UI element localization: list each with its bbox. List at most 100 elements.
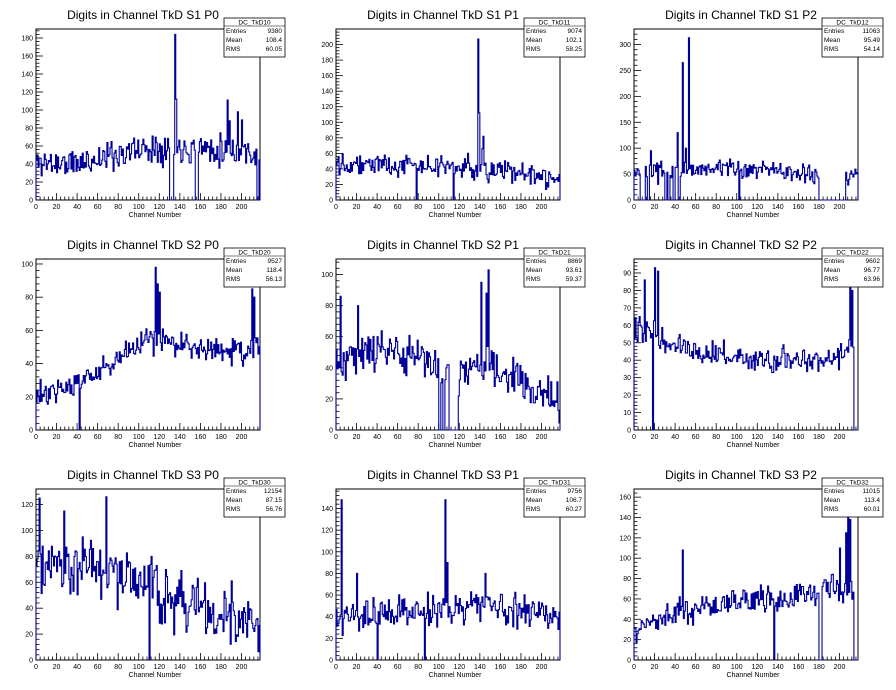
x-tick-label: 160 bbox=[495, 664, 507, 671]
stats-mean-label: Mean bbox=[526, 37, 543, 44]
histogram-panel: Digits in Channel TkD S2 P0 0 20 40 60 80 100 0… bbox=[21, 238, 286, 449]
x-tick-label: 200 bbox=[236, 204, 248, 211]
stats-box-frame bbox=[523, 477, 586, 518]
histogram-line bbox=[633, 37, 859, 201]
stats-entries-label: Entries bbox=[526, 258, 547, 265]
x-tick-label: 140 bbox=[474, 434, 486, 441]
y-tick-label: 200 bbox=[321, 42, 333, 49]
y-tick-label: 120 bbox=[619, 535, 631, 542]
plot-frame bbox=[335, 258, 561, 431]
x-tick-label: 100 bbox=[133, 664, 145, 671]
y-tick-label: 0 bbox=[627, 428, 631, 435]
x-tick-label: 180 bbox=[813, 664, 825, 671]
histogram-line bbox=[335, 38, 561, 201]
y-tick-label: 50 bbox=[623, 340, 631, 347]
x-tick-label: 80 bbox=[414, 664, 422, 671]
x-axis-label: Channel Number bbox=[129, 672, 183, 679]
x-tick-label: 40 bbox=[671, 664, 679, 671]
x-tick-label: 180 bbox=[813, 434, 825, 441]
y-tick-label: 200 bbox=[619, 94, 631, 101]
x-tick-label: 20 bbox=[651, 664, 659, 671]
x-tick-label: 180 bbox=[215, 204, 227, 211]
x-tick-label: 20 bbox=[651, 204, 659, 211]
y-tick-label: 20 bbox=[325, 636, 333, 643]
x-tick-label: 100 bbox=[133, 204, 145, 211]
x-tick-label: 0 bbox=[334, 664, 338, 671]
x-tick-label: 140 bbox=[772, 664, 784, 671]
y-tick-label: 100 bbox=[619, 146, 631, 153]
x-tick-label: 180 bbox=[515, 204, 527, 211]
stats-rms-value: 59.37 bbox=[566, 276, 583, 283]
x-axis-label: Channel Number bbox=[129, 442, 183, 449]
y-tick-label: 100 bbox=[321, 120, 333, 127]
stats-box-frame bbox=[523, 17, 586, 58]
histogram-line bbox=[35, 496, 261, 661]
x-tick-label: 40 bbox=[373, 204, 381, 211]
stats-entries-label: Entries bbox=[226, 258, 247, 265]
x-tick-label: 200 bbox=[536, 434, 548, 441]
x-tick-label: 120 bbox=[453, 204, 465, 211]
y-tick-label: 40 bbox=[25, 606, 33, 613]
y-tick-label: 100 bbox=[321, 549, 333, 556]
stats-rms-label: RMS bbox=[824, 506, 839, 513]
x-tick-label: 80 bbox=[114, 664, 122, 671]
stats-name: DC_TkD12 bbox=[836, 20, 869, 27]
y-tick-label: 10 bbox=[623, 410, 631, 417]
histogram-panel: Digits in Channel TkD S3 P0 0 20 40 60 80 100 1… bbox=[21, 468, 286, 679]
x-tick-label: 140 bbox=[474, 664, 486, 671]
y-tick-label: 0 bbox=[627, 198, 631, 205]
y-tick-label: 20 bbox=[325, 182, 333, 189]
x-tick-label: 100 bbox=[731, 204, 743, 211]
stats-rms-value: 60.05 bbox=[266, 46, 283, 53]
x-tick-label: 120 bbox=[153, 664, 165, 671]
y-tick-label: 60 bbox=[325, 151, 333, 158]
stats-entries-value: 8869 bbox=[568, 258, 583, 265]
plot-frame bbox=[335, 28, 561, 201]
y-tick-label: 100 bbox=[321, 272, 333, 279]
y-tick-label: 150 bbox=[619, 120, 631, 127]
stats-mean-value: 96.77 bbox=[864, 267, 881, 274]
stats-entries-label: Entries bbox=[824, 258, 845, 265]
y-tick-label: 40 bbox=[325, 614, 333, 621]
x-tick-label: 120 bbox=[153, 434, 165, 441]
stats-mean-label: Mean bbox=[526, 267, 543, 274]
x-tick-label: 100 bbox=[433, 434, 445, 441]
histogram-line bbox=[633, 511, 858, 661]
x-axis-label: Channel Number bbox=[429, 212, 483, 219]
y-tick-label: 180 bbox=[321, 58, 333, 65]
y-tick-label: 300 bbox=[619, 42, 631, 49]
stats-mean-value: 108.4 bbox=[266, 37, 283, 44]
y-tick-label: 60 bbox=[25, 144, 33, 151]
x-tick-label: 40 bbox=[73, 664, 81, 671]
y-tick-label: 60 bbox=[25, 328, 33, 335]
stats-rms-value: 56.76 bbox=[266, 506, 283, 513]
chart-title: Digits in Channel TkD S1 P0 bbox=[67, 8, 219, 22]
y-tick-label: 100 bbox=[21, 108, 33, 115]
x-tick-label: 80 bbox=[114, 434, 122, 441]
x-tick-label: 0 bbox=[34, 204, 38, 211]
x-tick-label: 200 bbox=[536, 204, 548, 211]
x-tick-label: 100 bbox=[731, 434, 743, 441]
stats-name: DC_TkD32 bbox=[836, 480, 869, 487]
y-tick-label: 80 bbox=[623, 576, 631, 583]
stats-rms-label: RMS bbox=[526, 46, 541, 53]
y-tick-label: 60 bbox=[623, 596, 631, 603]
stats-name: DC_TkD31 bbox=[538, 480, 571, 487]
y-tick-label: 80 bbox=[25, 126, 33, 133]
x-tick-label: 140 bbox=[174, 434, 186, 441]
stats-rms-value: 63.96 bbox=[864, 276, 881, 283]
plot-frame bbox=[35, 258, 261, 431]
stats-name: DC_TkD11 bbox=[539, 20, 571, 27]
histogram-panel: Digits in Channel TkD S1 P20501001502002… bbox=[619, 8, 884, 219]
y-tick-label: 30 bbox=[623, 375, 631, 382]
plot-frame bbox=[335, 488, 561, 661]
x-tick-label: 160 bbox=[195, 664, 207, 671]
y-tick-label: 80 bbox=[25, 295, 33, 302]
y-tick-label: 40 bbox=[623, 617, 631, 624]
